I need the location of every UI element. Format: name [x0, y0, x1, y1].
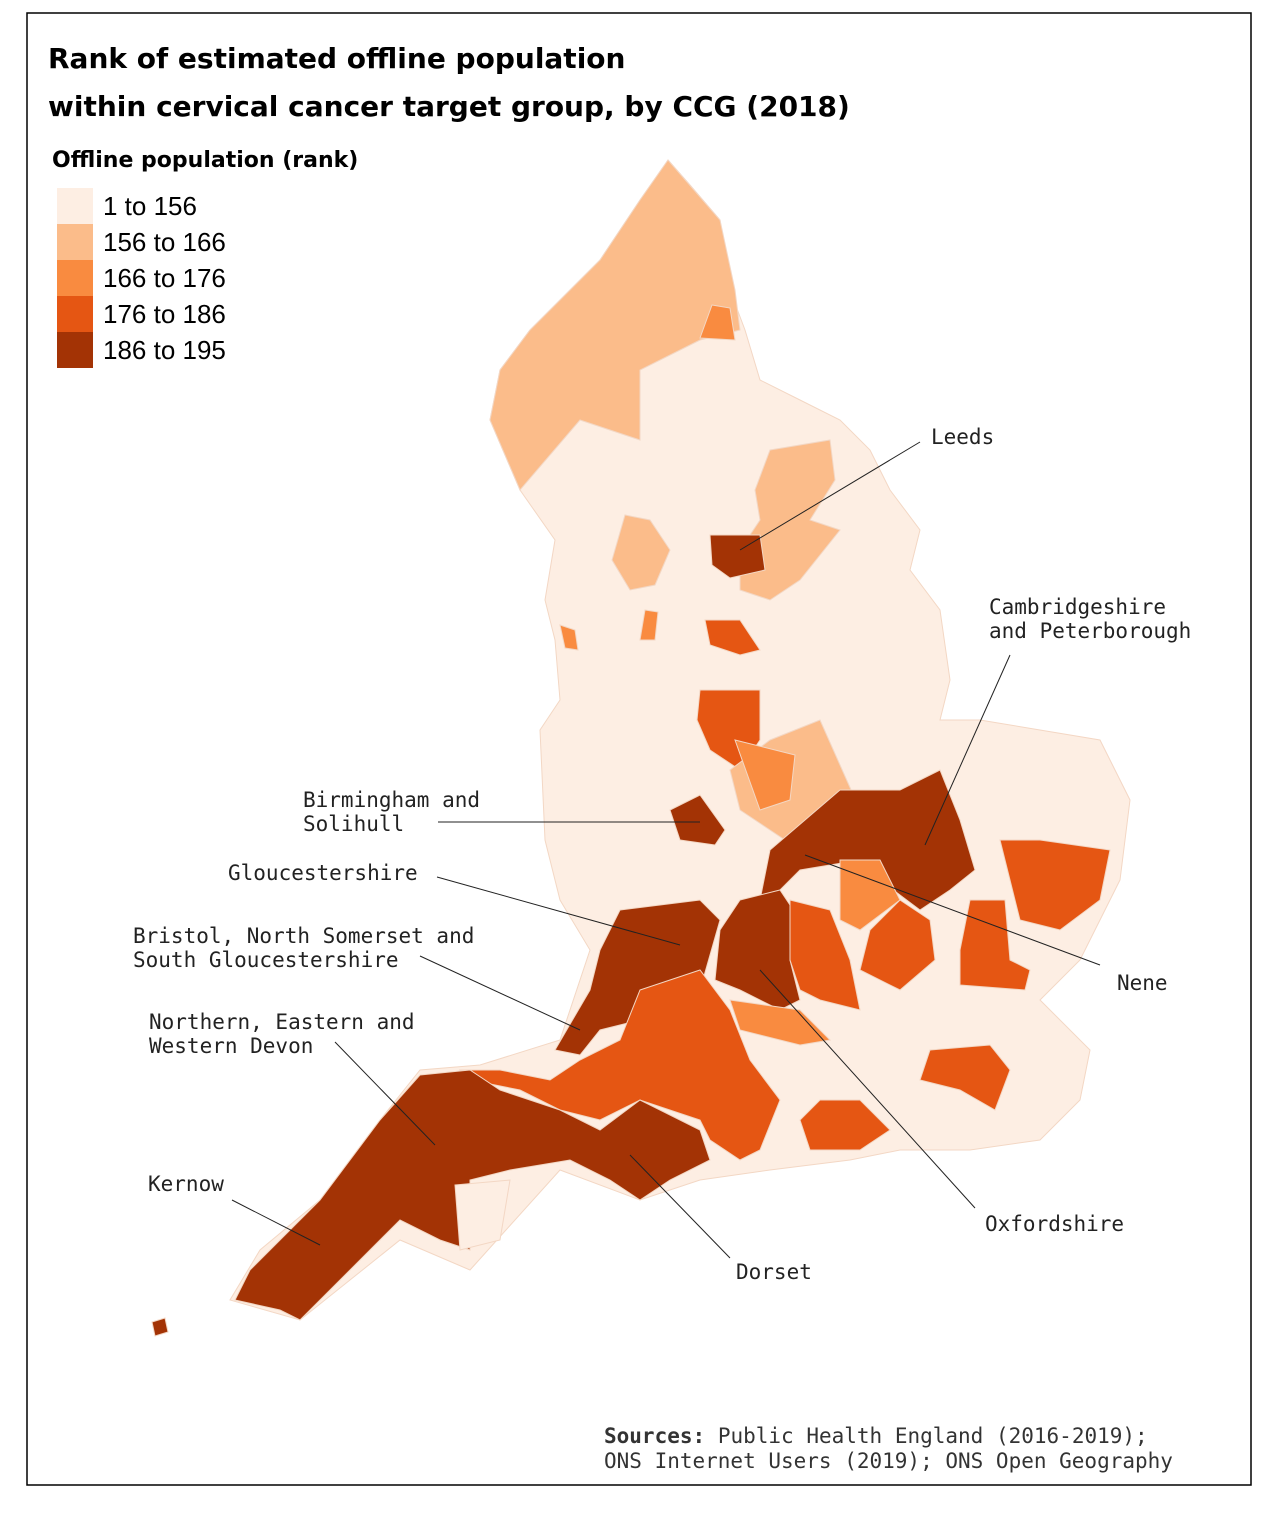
region	[489, 159, 741, 491]
sources-line: Public Health England (2016-2019);	[718, 1424, 1148, 1448]
legend-swatch	[57, 332, 93, 368]
leader-line	[436, 876, 681, 946]
annotation-label: Birmingham and	[303, 788, 480, 812]
region	[729, 999, 832, 1046]
legend-label: 176 to 186	[103, 299, 226, 329]
region	[999, 839, 1111, 931]
sources-line: ONS Internet Users (2019); ONS Open Geog…	[604, 1449, 1173, 1473]
region	[734, 739, 796, 811]
leader-lines	[231, 441, 1101, 1259]
leader-line	[804, 854, 1101, 966]
england-map	[151, 159, 1131, 1337]
annotation-label: Gloucestershire	[228, 861, 418, 885]
annotation-label: Leeds	[931, 425, 994, 449]
annotation-label: Northern, Eastern and	[149, 1010, 415, 1034]
leader-line	[759, 969, 976, 1209]
region	[839, 859, 901, 931]
annotation-label: Kernow	[148, 1172, 224, 1196]
annotation-label: Cambridgeshire	[989, 595, 1166, 619]
legend-swatch	[57, 188, 93, 224]
leader-line	[739, 441, 921, 551]
region	[859, 899, 936, 991]
region	[458, 969, 781, 1161]
annotation-label: Oxfordshire	[985, 1212, 1124, 1236]
leader-line	[419, 955, 581, 1031]
annotation-label: South Gloucestershire	[133, 948, 399, 972]
region	[669, 794, 726, 846]
region	[919, 1044, 1011, 1111]
title-line: within cervical cancer target group, by …	[48, 90, 850, 123]
region	[454, 1179, 511, 1251]
leader-line	[924, 654, 1011, 846]
legend-label: 1 to 156	[103, 191, 197, 221]
region	[554, 899, 721, 1056]
legend: 1 to 156 156 to 166 166 to 176 176 to 186 18…	[57, 188, 226, 368]
region	[234, 1069, 711, 1321]
region	[611, 514, 671, 591]
leader-line	[334, 1041, 436, 1146]
region	[229, 159, 1131, 1321]
legend-swatch	[57, 296, 93, 332]
annotation-label: Western Devon	[149, 1034, 313, 1058]
legend-label: 166 to 176	[103, 263, 226, 293]
region	[639, 609, 659, 641]
annotation-label: Dorset	[736, 1260, 812, 1284]
title-line: Rank of estimated offline population	[48, 42, 625, 75]
annotation-label: Solihull	[303, 812, 404, 836]
legend-swatch	[57, 224, 93, 260]
legend-label: 186 to 195	[103, 335, 226, 365]
annotation-label: and Peterborough	[989, 619, 1191, 643]
region	[799, 1099, 891, 1151]
region	[959, 899, 1031, 991]
sources-heading: Sources:	[604, 1424, 705, 1448]
sources: Sources: Public Health England (2016-201…	[604, 1424, 1148, 1448]
region	[704, 619, 761, 656]
leader-line	[629, 1154, 731, 1259]
region	[709, 534, 766, 579]
region	[559, 624, 579, 651]
legend-label: 156 to 166	[103, 227, 226, 257]
annotation-label: Nene	[1117, 971, 1168, 995]
region	[151, 1317, 169, 1337]
annotation-label: Bristol, North Somerset and	[133, 924, 474, 948]
legend-title: Offline population (rank)	[52, 148, 358, 173]
region	[789, 899, 861, 1011]
leader-line	[231, 1199, 321, 1246]
legend-swatch	[57, 260, 93, 296]
region	[699, 304, 736, 341]
